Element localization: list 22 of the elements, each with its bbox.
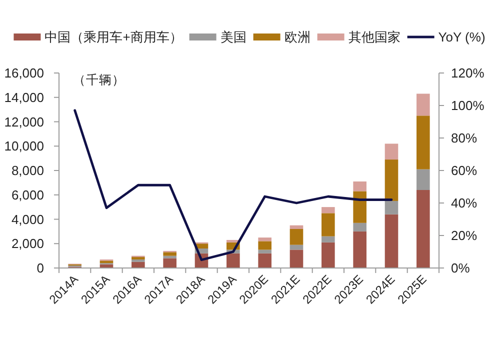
legend-label: 美国 [220,30,246,44]
y-tick-label: 4,000 [11,212,44,227]
y-tick-label: 2,000 [11,236,44,252]
y-tick-label: 16,000 [4,66,44,80]
y-axis-title: （千辆） [73,73,125,87]
y-tick-label: 0 [36,260,44,276]
y-tick-label: 10,000 [4,138,44,154]
y2-tick-label: 40% [451,196,478,210]
legend-label: 欧洲 [284,30,310,44]
y-tick-label: 12,000 [4,114,44,130]
y-tick-label: 6,000 [11,187,44,202]
y-tick-label: 8,000 [11,163,44,178]
y2-tick-label: 120% [451,66,485,80]
legend-label: 其他国家 [348,30,400,44]
legend-label: YoY (%) [438,30,486,44]
legend-label: 中国（乘用车+商用车） [44,30,182,44]
y2-tick-label: 0% [451,260,470,276]
y2-tick-label: 80% [451,130,478,146]
y2-tick-label: 20% [451,228,478,243]
y2-tick-label: 60% [451,163,478,178]
y-tick-label: 14,000 [4,90,44,105]
y2-tick-label: 100% [451,98,485,113]
